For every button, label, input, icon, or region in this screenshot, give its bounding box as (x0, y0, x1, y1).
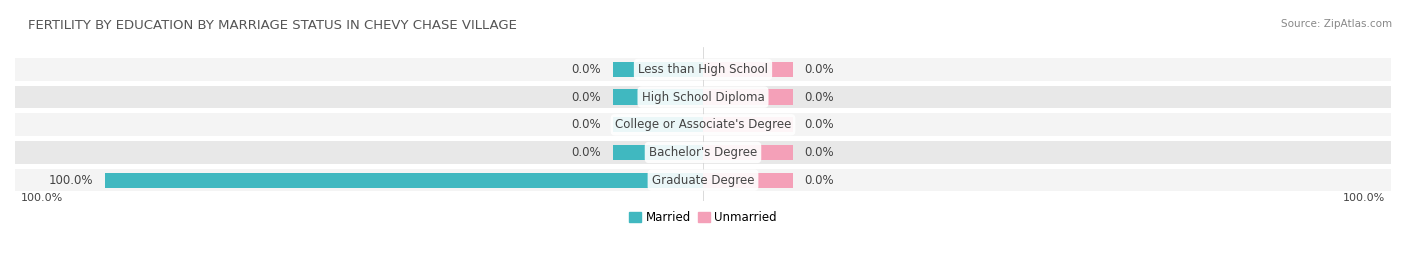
Bar (0, 114, 1406, 136)
Bar (613, 62, 703, 77)
Bar (703, 117, 793, 132)
Bar (0, 141, 1406, 164)
Bar (703, 172, 793, 188)
Text: Bachelor's Degree: Bachelor's Degree (650, 146, 756, 159)
Text: 0.0%: 0.0% (572, 63, 602, 76)
Text: 0.0%: 0.0% (804, 63, 834, 76)
Bar (703, 145, 793, 160)
Text: 100.0%: 100.0% (21, 193, 63, 203)
Text: 0.0%: 0.0% (804, 174, 834, 187)
Text: 100.0%: 100.0% (1343, 193, 1385, 203)
Text: 0.0%: 0.0% (804, 146, 834, 159)
Bar (613, 90, 703, 105)
Bar (0, 86, 1406, 108)
Text: 0.0%: 0.0% (572, 146, 602, 159)
Text: 0.0%: 0.0% (572, 118, 602, 131)
Bar (0, 58, 1406, 81)
Text: High School Diploma: High School Diploma (641, 91, 765, 104)
Text: College or Associate's Degree: College or Associate's Degree (614, 118, 792, 131)
Legend: Married, Unmarried: Married, Unmarried (624, 206, 782, 229)
Bar (613, 145, 703, 160)
Text: 0.0%: 0.0% (804, 91, 834, 104)
Text: 0.0%: 0.0% (804, 118, 834, 131)
Bar (0, 169, 1406, 192)
Bar (104, 172, 703, 188)
Text: Less than High School: Less than High School (638, 63, 768, 76)
Bar (703, 90, 793, 105)
Text: 100.0%: 100.0% (48, 174, 93, 187)
Bar (613, 117, 703, 132)
Text: FERTILITY BY EDUCATION BY MARRIAGE STATUS IN CHEVY CHASE VILLAGE: FERTILITY BY EDUCATION BY MARRIAGE STATU… (28, 19, 517, 32)
Bar (703, 62, 793, 77)
Text: 0.0%: 0.0% (572, 91, 602, 104)
Text: Source: ZipAtlas.com: Source: ZipAtlas.com (1281, 19, 1392, 29)
Text: Graduate Degree: Graduate Degree (652, 174, 754, 187)
